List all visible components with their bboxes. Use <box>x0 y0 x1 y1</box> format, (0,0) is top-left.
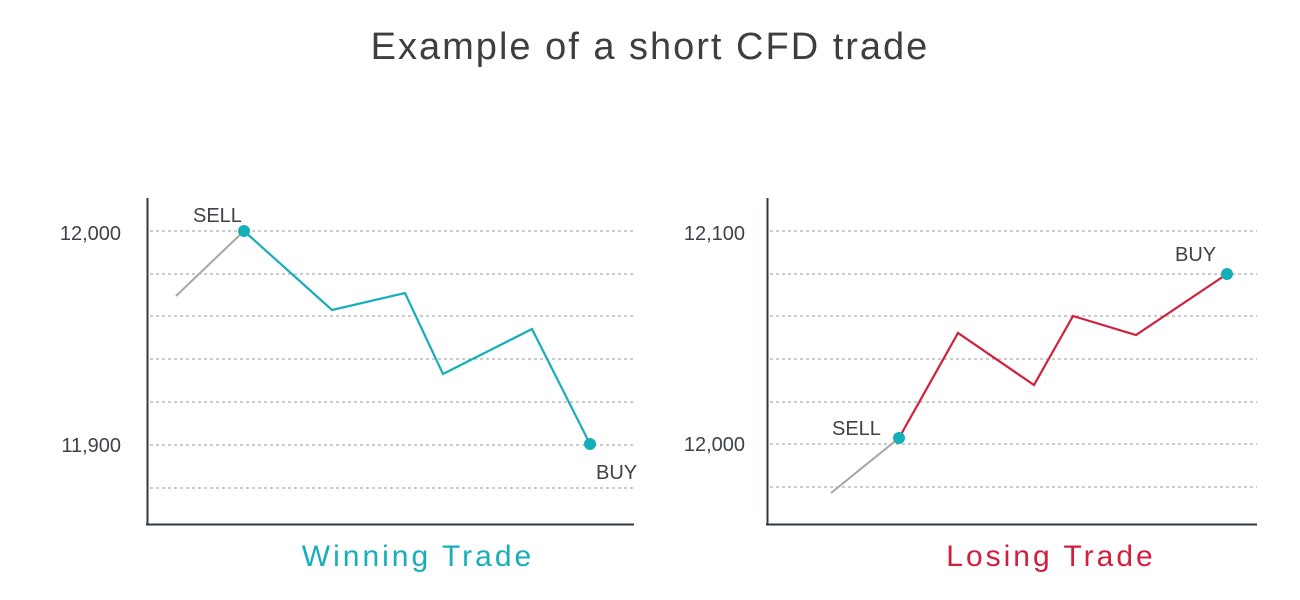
losing-trade-caption: Losing Trade <box>946 540 1156 573</box>
left-gridlines <box>150 230 634 489</box>
right-pre-trade-line <box>830 437 900 494</box>
winning-trade-chart: 12,000 11,900 SELL BUY <box>60 198 637 526</box>
left-sell-label: SELL <box>193 205 242 227</box>
right-trade-line <box>898 273 1228 439</box>
left-ytick-12000: 12,000 <box>60 223 121 245</box>
winning-trade-caption: Winning Trade <box>301 540 535 573</box>
left-ytick-11900: 11,900 <box>61 435 121 457</box>
left-buy-label: BUY <box>596 462 637 484</box>
right-ytick-12100: 12,100 <box>684 223 745 245</box>
left-buy-marker <box>584 438 596 450</box>
right-buy-marker <box>1221 268 1233 280</box>
left-sell-marker <box>238 225 250 237</box>
right-sell-marker <box>893 432 905 444</box>
losing-trade-chart: 12,100 12,000 SELL BUY <box>684 198 1257 526</box>
left-trade-line <box>243 230 591 445</box>
left-pre-trade-line <box>175 230 245 297</box>
right-ytick-12000: 12,000 <box>684 434 745 456</box>
right-buy-label: BUY <box>1175 244 1216 266</box>
right-sell-label: SELL <box>832 418 881 440</box>
right-gridlines <box>770 230 1257 488</box>
page-title: Example of a short CFD trade <box>370 26 930 68</box>
